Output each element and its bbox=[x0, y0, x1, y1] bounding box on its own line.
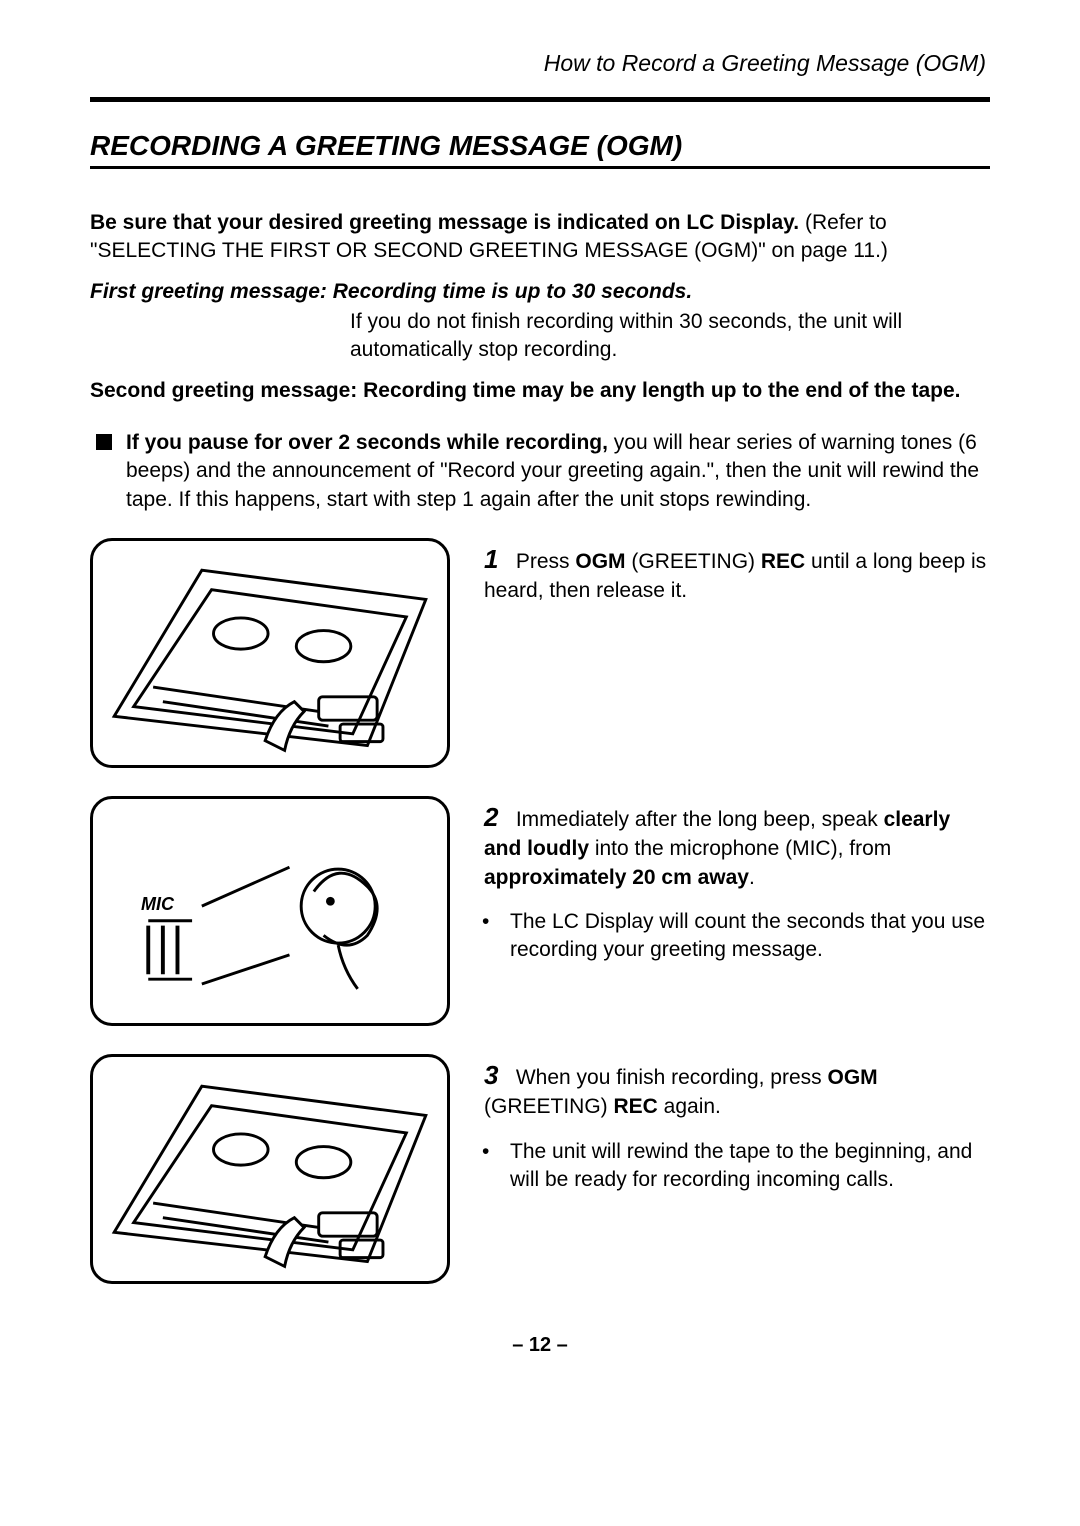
step-text: 3 When you finish recording, press OGM (… bbox=[484, 1054, 990, 1194]
mic-label: MIC bbox=[141, 894, 174, 915]
illustration-mic-speak: MIC bbox=[90, 796, 450, 1026]
step-text: 2 Immediately after the long beep, speak… bbox=[484, 796, 990, 964]
second-greeting-block: Second greeting message: Recording time … bbox=[90, 377, 990, 405]
second-greeting-label: Second greeting message: bbox=[90, 379, 363, 402]
step1-mid: (GREETING) bbox=[626, 550, 761, 573]
step3-post: again. bbox=[658, 1095, 721, 1118]
warning-block: If you pause for over 2 seconds while re… bbox=[90, 429, 990, 514]
intro-para-1: Be sure that your desired greeting messa… bbox=[90, 209, 990, 266]
step2-mid: into the microphone (MIC), from bbox=[589, 837, 891, 860]
step-row: 3 When you finish recording, press OGM (… bbox=[90, 1054, 990, 1284]
illustration-cassette-press bbox=[90, 538, 450, 768]
top-rule bbox=[90, 97, 990, 102]
step3-bullet: The unit will rewind the tape to the beg… bbox=[484, 1138, 990, 1195]
warning-lead: If you pause for over 2 seconds while re… bbox=[126, 431, 608, 454]
step-number: 2 bbox=[484, 800, 510, 835]
step-number: 3 bbox=[484, 1058, 510, 1093]
section-title: RECORDING A GREETING MESSAGE (OGM) bbox=[90, 130, 990, 169]
step1-b1: OGM bbox=[575, 550, 625, 573]
second-greeting-time: Recording time may be any length up to t… bbox=[363, 379, 960, 402]
running-header: How to Record a Greeting Message (OGM) bbox=[90, 50, 990, 77]
intro-para-1-bold: Be sure that your desired greeting messa… bbox=[90, 211, 799, 234]
step1-pre: Press bbox=[516, 550, 576, 573]
step-row: 1 Press OGM (GREETING) REC until a long … bbox=[90, 538, 990, 768]
step3-b2: REC bbox=[614, 1095, 658, 1118]
step3-b1: OGM bbox=[828, 1066, 878, 1089]
step-row: MIC 2 Immediately after th bbox=[90, 796, 990, 1026]
first-greeting-block: First greeting message: Recording time i… bbox=[90, 278, 990, 365]
step2-post: . bbox=[749, 866, 755, 889]
illustration-cassette-press-again bbox=[90, 1054, 450, 1284]
first-greeting-time: Recording time is up to 30 seconds. bbox=[333, 280, 692, 303]
step-text: 1 Press OGM (GREETING) REC until a long … bbox=[484, 538, 990, 605]
first-greeting-detail: If you do not finish recording within 30… bbox=[90, 308, 990, 365]
cassette-illustration-icon bbox=[93, 541, 447, 765]
first-greeting-label: First greeting message: bbox=[90, 280, 333, 303]
step2-bullet: The LC Display will count the seconds th… bbox=[484, 908, 990, 965]
step3-pre: When you finish recording, press bbox=[516, 1066, 828, 1089]
step-number: 1 bbox=[484, 542, 510, 577]
intro-block: Be sure that your desired greeting messa… bbox=[90, 209, 990, 514]
warning-text: If you pause for over 2 seconds while re… bbox=[126, 429, 990, 514]
step2-pre: Immediately after the long beep, speak bbox=[516, 808, 884, 831]
step2-b2: approximately 20 cm away bbox=[484, 866, 749, 889]
step3-mid: (GREETING) bbox=[484, 1095, 614, 1118]
square-bullet-icon bbox=[96, 434, 112, 450]
cassette-illustration-icon bbox=[93, 1057, 447, 1281]
page-number: – 12 – bbox=[90, 1334, 990, 1357]
step1-b2: REC bbox=[761, 550, 805, 573]
